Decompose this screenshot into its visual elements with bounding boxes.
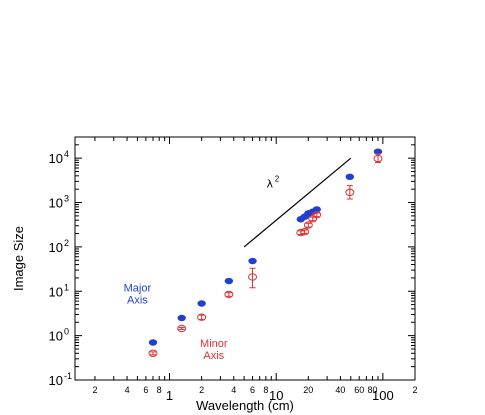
y-tick-label-exponent: 0 [64, 327, 69, 337]
y-tick-label: 10 [49, 284, 63, 299]
plot-frame [74, 136, 416, 381]
x-tick-label: 1 [166, 388, 173, 403]
data-point-major [177, 314, 186, 322]
y-tick-label: 10 [49, 329, 63, 344]
data-point-minor [248, 273, 258, 281]
data-point-minor [148, 349, 158, 357]
y-tick-label-exponent: 1 [64, 282, 69, 292]
x-minor-tick-label: 40 [335, 385, 345, 395]
data-point-minor [303, 221, 313, 229]
x-minor-tick-label: 6 [250, 385, 255, 395]
data-point-minor [197, 313, 207, 321]
reference-line-label-exponent: 2 [275, 174, 280, 183]
annotation-label: Axis [203, 350, 224, 362]
x-minor-tick-label: 2 [199, 385, 204, 395]
data-point-minor [373, 154, 383, 163]
y-tick-label: 10 [49, 196, 63, 211]
x-minor-tick-label: 80 [368, 385, 378, 395]
y-tick-label: 10 [49, 373, 63, 388]
x-axis-title: Wavelength (cm) [196, 398, 294, 413]
data-point-major [224, 277, 234, 285]
reference-line-label: λ [266, 177, 273, 190]
y-tick-label: 10 [49, 151, 63, 166]
data-point-major [248, 257, 257, 265]
data-point-major [312, 206, 321, 213]
x-tick-label: 100 [372, 388, 394, 403]
x-minor-tick-label: 2 [92, 385, 97, 395]
data-point-major [197, 300, 206, 307]
x-tick-label: 10 [269, 388, 283, 403]
x-minor-tick-label: 2 [412, 385, 417, 395]
data-point-major [148, 339, 158, 346]
annotation-label: Axis [127, 294, 148, 306]
data-point-minor [312, 211, 322, 219]
data-point-minor [224, 290, 234, 299]
x-minor-tick-label: 4 [231, 385, 236, 395]
annotation-label: Major [124, 282, 152, 294]
y-axis-title: Image Size [11, 226, 26, 291]
annotation-label: Minor [200, 338, 228, 350]
reference-line [243, 157, 352, 248]
y-tick-label: 10 [49, 240, 63, 255]
data-point-major [373, 148, 383, 155]
data-point-minor [177, 324, 187, 333]
data-point-minor [345, 188, 355, 197]
x-minor-tick-label: 6 [143, 385, 148, 395]
y-tick-label-exponent: 3 [64, 194, 69, 204]
x-minor-tick-label: 4 [125, 385, 130, 395]
x-minor-tick-label: 20 [303, 385, 313, 395]
x-minor-tick-label: 8 [263, 385, 268, 395]
y-tick-label-exponent: 2 [64, 238, 69, 248]
x-minor-tick-label: 8 [157, 385, 162, 395]
y-tick-label-exponent: 4 [64, 149, 69, 159]
y-tick-label-exponent: -1 [64, 371, 72, 381]
data-marks [148, 148, 383, 357]
data-point-major [345, 173, 355, 181]
x-minor-tick-label: 60 [354, 385, 364, 395]
data-point-minor [300, 228, 310, 236]
